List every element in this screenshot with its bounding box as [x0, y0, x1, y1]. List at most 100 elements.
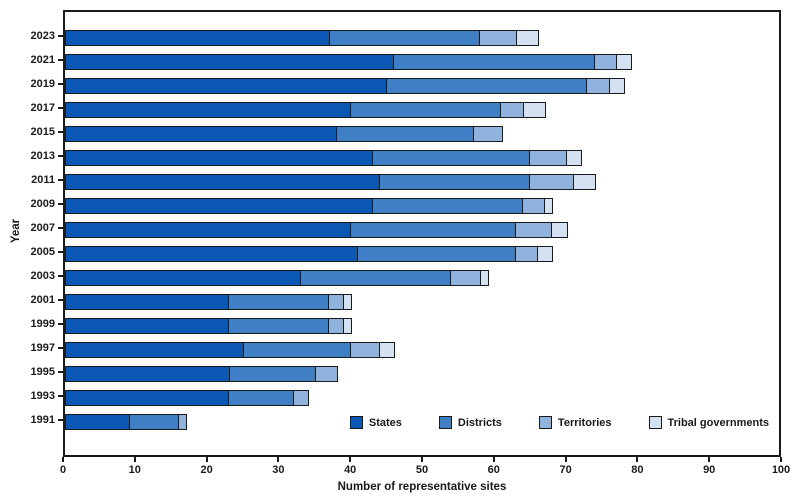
- y-tick-mark: [58, 347, 63, 349]
- legend-swatch-icon: [349, 416, 363, 429]
- legend-label: Territories: [557, 416, 612, 429]
- bar-segment-districts: [351, 103, 502, 117]
- y-tick-label-2003: 2003: [30, 270, 55, 282]
- bar-2021: [65, 54, 633, 70]
- bar-segment-districts: [358, 247, 516, 261]
- y-tick-mark: [58, 299, 63, 301]
- bar-segment-tribal-governments: [480, 271, 488, 285]
- bar-1997: [65, 342, 396, 358]
- y-tick-label-1999: 1999: [30, 318, 55, 330]
- y-tick-mark: [58, 227, 63, 229]
- bar-2015: [65, 126, 503, 142]
- bar-segment-territories: [315, 367, 337, 381]
- x-tick-label-40: 40: [344, 464, 357, 476]
- y-tick-label-1991: 1991: [30, 414, 55, 426]
- bar-segment-territories: [480, 31, 517, 45]
- bar-segment-tribal-governments: [566, 151, 581, 165]
- plot-area: States Districts Territories Tribal governm…: [63, 10, 781, 457]
- bar-2019: [65, 78, 626, 94]
- x-tick-mark: [636, 457, 639, 462]
- bar-segment-states: [66, 151, 373, 165]
- bar-segment-districts: [337, 127, 474, 141]
- y-tick-label-2023: 2023: [30, 30, 55, 42]
- bar-segment-territories: [530, 175, 574, 189]
- bar-segment-territories: [594, 55, 617, 69]
- bar-segment-districts: [372, 151, 531, 165]
- bar-2009: [65, 198, 554, 214]
- y-tick-label-1993: 1993: [30, 390, 55, 402]
- bar-2011: [65, 174, 597, 190]
- y-tick-label-2007: 2007: [30, 222, 55, 234]
- bar-segment-districts: [329, 31, 481, 45]
- x-axis-title: Number of representative sites: [337, 481, 507, 493]
- bar-segment-territories: [293, 391, 309, 405]
- y-tick-mark: [58, 371, 63, 373]
- legend: States Districts Territories Tribal governm…: [349, 416, 769, 429]
- y-tick-mark: [58, 323, 63, 325]
- x-tick-mark: [277, 457, 280, 462]
- x-tick-label-0: 0: [59, 464, 67, 476]
- bar-segment-territories: [587, 79, 610, 93]
- legend-label: Districts: [457, 416, 502, 429]
- bar-segment-tribal-governments: [516, 31, 538, 45]
- x-tick-label-60: 60: [487, 464, 500, 476]
- bar-2013: [65, 150, 582, 166]
- legend-swatch-icon: [538, 416, 552, 429]
- y-tick-label-2017: 2017: [30, 102, 55, 114]
- x-tick-label-20: 20: [200, 464, 213, 476]
- x-tick-label-90: 90: [703, 464, 716, 476]
- bar-segment-states: [66, 127, 338, 141]
- bar-2007: [65, 222, 568, 238]
- bar-segment-districts: [243, 343, 351, 357]
- bar-segment-tribal-governments: [609, 79, 625, 93]
- y-tick-mark: [58, 419, 63, 421]
- bar-segment-states: [66, 247, 359, 261]
- x-tick-label-30: 30: [272, 464, 285, 476]
- y-tick-label-1997: 1997: [30, 342, 55, 354]
- bar-segment-districts: [394, 55, 595, 69]
- bar-segment-districts: [372, 199, 523, 213]
- y-tick-label-2021: 2021: [30, 54, 55, 66]
- bar-segment-territories: [522, 199, 546, 213]
- bar-segment-districts: [379, 175, 531, 189]
- x-tick-mark: [133, 457, 136, 462]
- y-tick-mark: [58, 83, 63, 85]
- bar-segment-states: [66, 319, 230, 333]
- bar-2003: [65, 270, 489, 286]
- bar-segment-states: [66, 223, 352, 237]
- bar-segment-states: [66, 103, 352, 117]
- bar-1995: [65, 366, 338, 382]
- bar-segment-territories: [473, 127, 502, 141]
- y-tick-label-2015: 2015: [30, 126, 55, 138]
- legend-swatch-icon: [438, 416, 452, 429]
- bar-segment-tribal-governments: [545, 199, 553, 213]
- legend-item-territories: Territories: [538, 416, 612, 429]
- x-tick-mark: [349, 457, 352, 462]
- y-tick-mark: [58, 131, 63, 133]
- bar-2017: [65, 102, 547, 118]
- bar-segment-territories: [350, 343, 381, 357]
- x-tick-mark: [62, 457, 64, 462]
- bar-segment-districts: [301, 271, 452, 285]
- bar-segment-states: [66, 295, 230, 309]
- y-tick-mark: [58, 203, 63, 205]
- bar-segment-states: [66, 367, 230, 381]
- bar-segment-states: [66, 415, 130, 429]
- legend-label: States: [368, 416, 402, 429]
- bar-segment-territories: [501, 103, 524, 117]
- bar-segment-districts: [129, 415, 180, 429]
- legend-item-districts: Districts: [438, 416, 502, 429]
- bar-segment-territories: [329, 295, 345, 309]
- bar-segment-states: [66, 79, 388, 93]
- bar-segment-states: [66, 343, 244, 357]
- bar-segment-territories: [530, 151, 567, 165]
- bar-segment-territories: [179, 415, 187, 429]
- y-tick-label-1995: 1995: [30, 366, 55, 378]
- bar-segment-districts: [351, 223, 516, 237]
- y-tick-label-2001: 2001: [30, 294, 55, 306]
- x-tick-label-10: 10: [128, 464, 141, 476]
- bar-segment-districts: [229, 319, 330, 333]
- y-tick-label-2013: 2013: [30, 150, 55, 162]
- bar-segment-districts: [387, 79, 588, 93]
- bar-segment-states: [66, 271, 302, 285]
